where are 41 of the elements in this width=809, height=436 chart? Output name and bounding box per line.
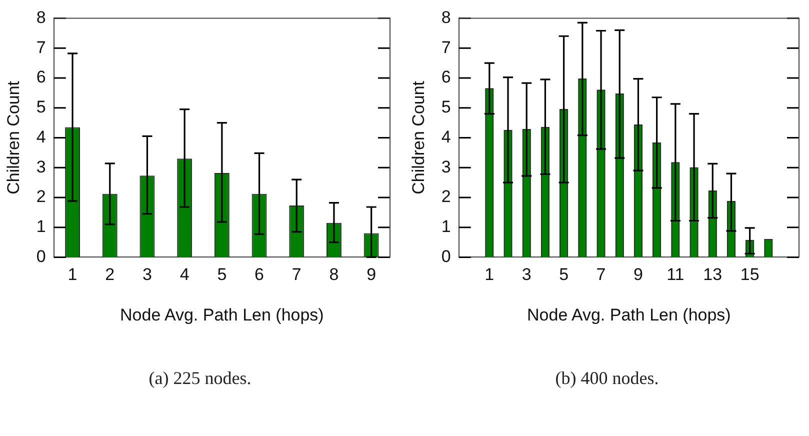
y-tick-label: 3 — [36, 157, 46, 176]
x-tick-label: 15 — [740, 265, 760, 284]
y-tick-label: 6 — [441, 68, 451, 87]
y-tick-label: 3 — [441, 157, 451, 176]
x-tick-label: 6 — [254, 265, 264, 284]
y-tick-label: 0 — [441, 246, 451, 266]
x-tick-label: 11 — [666, 265, 684, 284]
x-tick-label: 7 — [292, 265, 302, 284]
y-tick-label: 8 — [36, 8, 46, 27]
x-tick-label: 2 — [105, 265, 115, 284]
x-tick-label: 9 — [366, 265, 376, 284]
x-axis-title: Node Avg. Path Len (hops) — [120, 305, 324, 324]
y-tick-label: 7 — [441, 38, 451, 57]
x-tick-label: 13 — [703, 265, 722, 284]
x-tick-label: 5 — [217, 265, 227, 284]
y-tick-label: 5 — [441, 98, 451, 117]
y-tick-label: 0 — [36, 246, 46, 266]
x-tick-label: 3 — [142, 265, 152, 284]
x-tick-label: 7 — [596, 265, 606, 284]
x-tick-label: 4 — [180, 265, 190, 284]
x-tick-label: 3 — [522, 265, 532, 284]
y-tick-label: 6 — [36, 68, 46, 87]
x-tick-label: 8 — [329, 265, 339, 284]
y-tick-label: 2 — [441, 187, 451, 206]
y-tick-label: 7 — [36, 38, 46, 57]
y-tick-label: 4 — [36, 127, 46, 146]
y-axis-title: Children Count — [4, 80, 23, 194]
y-tick-label: 4 — [441, 127, 451, 146]
x-tick-label: 1 — [68, 265, 78, 284]
x-tick-label: 1 — [484, 265, 494, 284]
x-tick-label: 9 — [633, 265, 643, 284]
x-tick-label: 5 — [559, 265, 569, 284]
y-tick-label: 1 — [441, 217, 451, 236]
y-tick-label: 5 — [36, 98, 46, 117]
text: (b) 400 nodes. — [554, 368, 660, 389]
x-axis-title: Node Avg. Path Len (hops) — [527, 305, 731, 324]
y-tick-label: 2 — [36, 187, 46, 206]
text: (a) 225 nodes. — [148, 368, 252, 389]
y-axis-title: Children Count — [408, 80, 428, 194]
y-tick-label: 1 — [36, 217, 46, 236]
y-tick-label: 8 — [441, 8, 451, 27]
